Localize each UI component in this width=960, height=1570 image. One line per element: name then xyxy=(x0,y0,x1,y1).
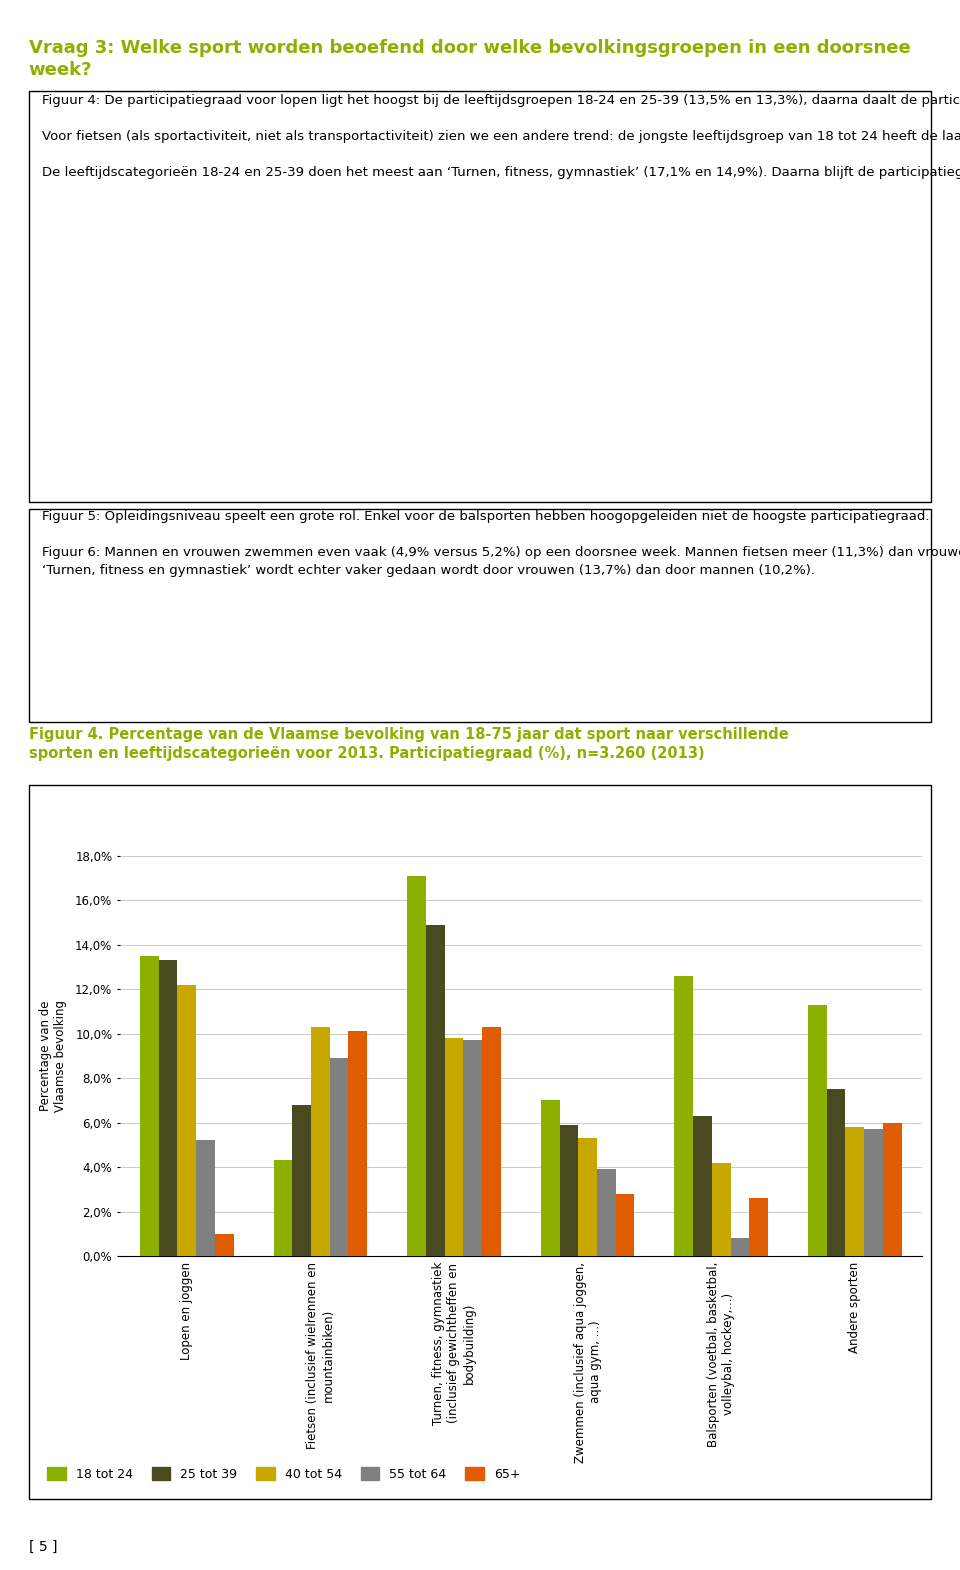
Bar xyxy=(444,1038,464,1256)
Bar xyxy=(311,1027,329,1256)
Bar xyxy=(178,984,196,1256)
Bar xyxy=(407,876,426,1256)
Bar xyxy=(675,975,693,1256)
Text: Figuur 5: Opleidingsniveau speelt een grote rol. Enkel voor de balsporten hebben: Figuur 5: Opleidingsniveau speelt een gr… xyxy=(42,510,960,576)
Bar xyxy=(808,1005,827,1256)
Text: Vraag 3: Welke sport worden beoefend door welke bevolkingsgroepen in een doorsne: Vraag 3: Welke sport worden beoefend doo… xyxy=(29,39,910,80)
Bar xyxy=(348,1031,367,1256)
Text: [ 5 ]: [ 5 ] xyxy=(29,1540,58,1554)
Bar xyxy=(158,961,178,1256)
Bar xyxy=(597,1170,615,1256)
Text: Figuur 4: De participatiegraad voor lopen ligt het hoogst bij de leeftijdsgroepe: Figuur 4: De participatiegraad voor lope… xyxy=(42,94,960,179)
Bar xyxy=(749,1198,768,1256)
Bar xyxy=(196,1140,215,1256)
Bar xyxy=(482,1027,501,1256)
Bar xyxy=(215,1234,233,1256)
Text: Figuur 4. Percentage van de Vlaamse bevolking van 18-75 jaar dat sport naar vers: Figuur 4. Percentage van de Vlaamse bevo… xyxy=(29,727,788,760)
Bar xyxy=(883,1123,901,1256)
Bar xyxy=(578,1138,597,1256)
Bar xyxy=(426,925,444,1256)
Legend: 18 tot 24, 25 tot 39, 40 tot 54, 55 tot 64, 65+: 18 tot 24, 25 tot 39, 40 tot 54, 55 tot … xyxy=(42,1462,525,1487)
Bar xyxy=(560,1124,578,1256)
Bar xyxy=(712,1162,731,1256)
Bar xyxy=(731,1239,749,1256)
Bar xyxy=(329,1058,348,1256)
Bar xyxy=(293,1105,311,1256)
Bar xyxy=(464,1041,482,1256)
Bar xyxy=(864,1129,883,1256)
Bar xyxy=(615,1193,635,1256)
Bar xyxy=(693,1116,712,1256)
Y-axis label: Percentage van de
Vlaamse bevolking: Percentage van de Vlaamse bevolking xyxy=(38,1000,67,1112)
Bar xyxy=(846,1127,864,1256)
Bar xyxy=(274,1160,293,1256)
Bar xyxy=(827,1090,846,1256)
Bar xyxy=(540,1101,560,1256)
Bar xyxy=(140,956,158,1256)
